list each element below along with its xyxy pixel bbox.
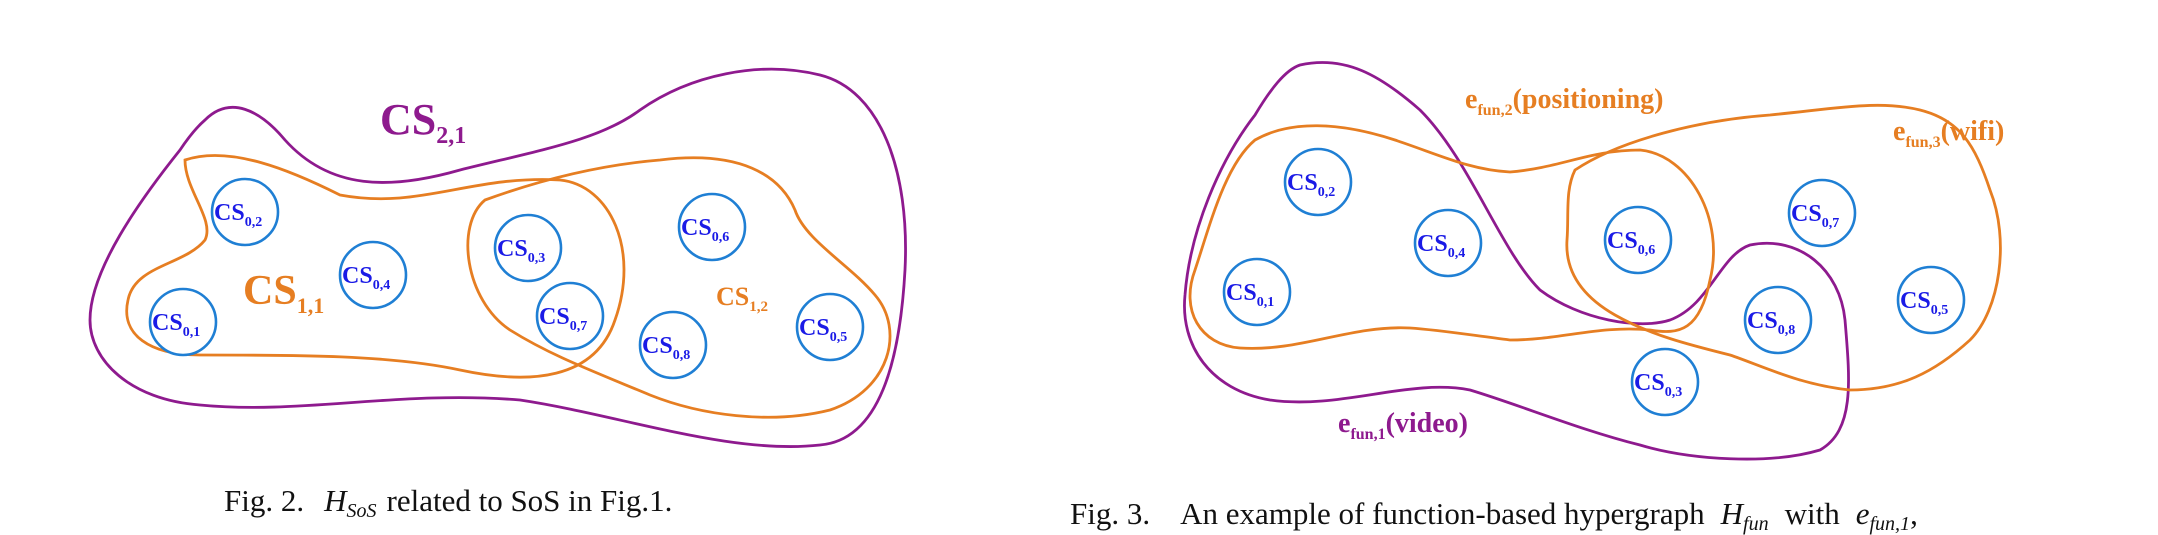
fig2-node-cs01: CS0,1 xyxy=(148,287,218,357)
svg-text:CS0,3: CS0,3 xyxy=(1634,370,1682,400)
fig2-node-cs03: CS0,3 xyxy=(493,213,563,283)
fig3-edge-wifi xyxy=(1565,103,2002,392)
fig2-node-cs05: CS0,5 xyxy=(795,292,865,362)
svg-text:CS0,5: CS0,5 xyxy=(1900,288,1948,318)
svg-text:CS0,2: CS0,2 xyxy=(1287,170,1335,200)
svg-text:CS0,4: CS0,4 xyxy=(1417,231,1465,261)
fig2-label-cs12: CS1,2 xyxy=(716,282,768,315)
fig3-node-cs02: CS0,2 xyxy=(1283,147,1353,217)
fig3-node-cs01: CS0,1 xyxy=(1222,257,1292,327)
fig3-label-wifi: efun,3(wifi) xyxy=(1893,116,2004,151)
svg-text:CS0,3: CS0,3 xyxy=(497,236,545,266)
fig3-node-cs05: CS0,5 xyxy=(1896,265,1966,335)
svg-text:CS0,1: CS0,1 xyxy=(152,310,200,340)
svg-text:CS0,7: CS0,7 xyxy=(1791,201,1839,231)
fig3-diagram: efun,2(positioning) efun,3(wifi) efun,1(… xyxy=(1070,61,2004,535)
fig3-label-video: efun,1(video) xyxy=(1338,408,1468,443)
fig3-node-cs08: CS0,8 xyxy=(1743,285,1813,355)
svg-text:CS0,8: CS0,8 xyxy=(642,333,690,363)
fig2-diagram: CS2,1 CS1,1 CS1,2 CS0,1 CS0,2 CS0,3 CS0,… xyxy=(88,67,907,522)
fig3-node-cs07: CS0,7 xyxy=(1787,178,1857,248)
svg-text:CS0,4: CS0,4 xyxy=(342,263,390,293)
svg-text:CS0,6: CS0,6 xyxy=(1607,228,1655,258)
fig2-node-cs02: CS0,2 xyxy=(210,177,280,247)
fig2-node-cs08: CS0,8 xyxy=(638,310,708,380)
fig2-caption: Fig. 2. HSoS related to SoS in Fig.1. xyxy=(224,483,672,522)
svg-text:CS0,2: CS0,2 xyxy=(214,200,262,230)
fig2-label-cs11: CS1,1 xyxy=(243,268,324,318)
svg-text:CS0,1: CS0,1 xyxy=(1226,280,1274,310)
fig2-node-cs07: CS0,7 xyxy=(535,281,605,351)
fig3-edge-video xyxy=(1183,61,1850,461)
fig2-edge-cs11 xyxy=(125,154,626,379)
fig3-node-cs04: CS0,4 xyxy=(1413,208,1483,278)
fig3-node-cs06: CS0,6 xyxy=(1603,205,1673,275)
fig2-edge-cs12 xyxy=(466,156,892,419)
svg-text:CS0,7: CS0,7 xyxy=(539,304,587,334)
svg-text:CS0,6: CS0,6 xyxy=(681,215,729,245)
fig3-label-positioning: efun,2(positioning) xyxy=(1465,84,1664,119)
svg-text:CS0,8: CS0,8 xyxy=(1747,308,1795,338)
fig2-edge-cs21 xyxy=(88,67,907,448)
fig3-node-cs03: CS0,3 xyxy=(1630,347,1700,417)
fig3-caption: Fig. 3. An example of function-based hype… xyxy=(1070,496,1918,535)
fig2-label-cs21: CS2,1 xyxy=(380,95,466,149)
fig2-node-cs06: CS0,6 xyxy=(677,192,747,262)
fig2-node-cs04: CS0,4 xyxy=(338,240,408,310)
svg-text:CS0,5: CS0,5 xyxy=(799,315,847,345)
